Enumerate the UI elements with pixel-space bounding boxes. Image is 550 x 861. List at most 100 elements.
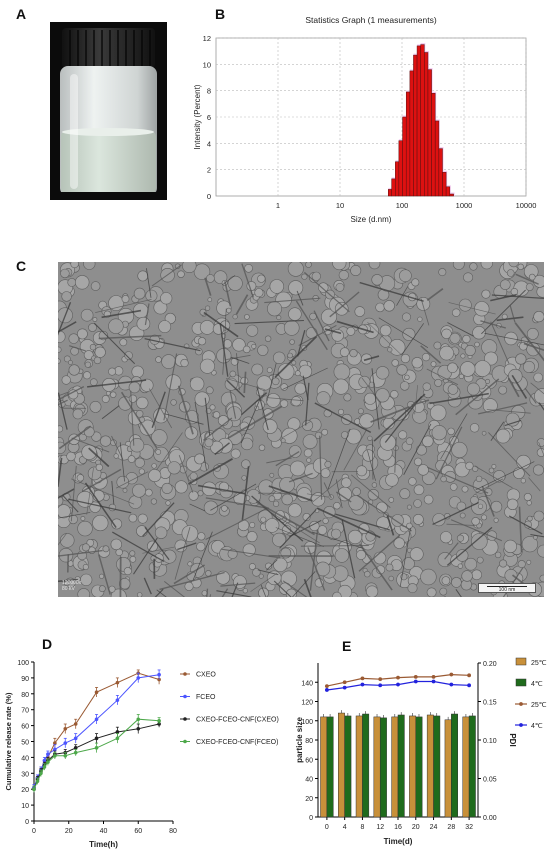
- tem-vesicle: [452, 262, 465, 270]
- tem-fiber: [300, 544, 369, 547]
- tem-vesicle: [452, 308, 461, 317]
- chart-d-point: [46, 760, 50, 764]
- tem-vesicle: [254, 288, 264, 298]
- tem-vesicle: [388, 575, 394, 582]
- chart-b-bar: [445, 186, 451, 197]
- chart-e-bar: [433, 715, 441, 818]
- tem-fiber: [282, 367, 328, 390]
- tem-fiber: [359, 543, 393, 591]
- tem-fiber: [210, 483, 257, 511]
- tem-fiber: [241, 466, 250, 520]
- tem-vesicle: [92, 317, 98, 322]
- tem-vesicle: [127, 455, 136, 463]
- chart-e-ytick-label: 100: [301, 719, 313, 726]
- tem-vesicle: [476, 556, 484, 564]
- tem-fiber: [202, 417, 233, 441]
- tem-vesicle: [264, 518, 280, 533]
- chart-d-point: [42, 765, 47, 769]
- tem-vesicle: [161, 482, 173, 494]
- tem-fiber: [226, 379, 246, 398]
- tem-vesicle: [387, 347, 393, 353]
- tem-vesicle: [417, 316, 423, 322]
- tem-vesicle: [401, 312, 411, 322]
- tem-fiber: [262, 507, 320, 544]
- tem-vesicle: [84, 361, 92, 368]
- tem-vesicle: [305, 262, 312, 268]
- tem-vesicle: [137, 513, 148, 524]
- tem-vesicle: [129, 438, 145, 453]
- tem-vesicle: [257, 344, 269, 356]
- tem-vesicle: [58, 425, 64, 433]
- tem-vesicle: [400, 353, 411, 364]
- chart-d-point: [35, 779, 40, 784]
- tem-vesicle: [458, 373, 465, 379]
- chart-e-legend-label: 25℃: [531, 660, 547, 667]
- panel-label-c: C: [16, 258, 27, 274]
- tem-scale-label: 100 nm: [498, 587, 516, 593]
- chart-d-ytick-label: 10: [21, 803, 29, 810]
- tem-vesicle: [385, 473, 399, 487]
- tem-vesicle: [464, 345, 476, 357]
- tem-fiber: [530, 382, 544, 395]
- tem-vesicle: [199, 320, 215, 335]
- tem-info-text: 120000x 80 kV: [62, 580, 81, 592]
- tem-fiber: [221, 548, 281, 559]
- tem-vesicle: [98, 585, 106, 593]
- tem-vesicle: [522, 360, 535, 373]
- tem-fiber: [401, 323, 425, 356]
- tem-vesicle: [203, 500, 218, 515]
- tem-fiber: [58, 457, 63, 487]
- tem-vesicle: [461, 570, 473, 582]
- chart-e-xtick-label: 4: [343, 824, 347, 831]
- tem-vesicle: [131, 365, 144, 379]
- tem-vesicle: [408, 477, 417, 486]
- chart-e-pdi-point: [324, 688, 329, 692]
- tem-fiber: [420, 298, 430, 326]
- chart-d-xtick-label: 80: [169, 828, 177, 835]
- tem-vesicle: [346, 326, 356, 336]
- tem-vesicle: [213, 411, 221, 419]
- tem-fiber: [306, 493, 329, 498]
- tem-fiber: [324, 328, 342, 335]
- tem-vesicle: [470, 533, 488, 550]
- tem-vesicle: [474, 341, 480, 348]
- tem-vesicle: [474, 301, 490, 317]
- chart-e-pdi-point: [360, 682, 365, 687]
- chart-e-bar: [397, 714, 405, 818]
- tem-vesicle: [76, 328, 88, 340]
- tem-vesicle: [439, 531, 452, 544]
- tem-fiber: [273, 580, 292, 597]
- tem-vesicle: [406, 504, 412, 510]
- tem-fibers: [58, 263, 544, 597]
- tem-vesicle: [199, 358, 215, 374]
- tem-vesicle: [251, 343, 257, 349]
- tem-vesicle: [528, 273, 536, 281]
- tem-fiber: [205, 497, 270, 509]
- tem-fiber: [229, 390, 237, 419]
- tem-vesicle: [354, 306, 366, 317]
- tem-vesicle: [506, 498, 519, 511]
- tem-fiber: [336, 320, 374, 334]
- tem-vesicle: [82, 371, 91, 380]
- tem-fiber: [204, 277, 212, 296]
- tem-vesicle: [477, 503, 484, 509]
- tem-fiber: [163, 580, 186, 597]
- tem-fiber: [187, 458, 233, 485]
- tem-fiber: [323, 482, 332, 499]
- tem-fiber: [450, 519, 503, 542]
- tem-fiber: [478, 402, 528, 415]
- tem-fiber: [266, 457, 292, 464]
- chart-e-xtick-label: 28: [447, 824, 455, 831]
- tem-vesicle: [291, 396, 302, 407]
- tem-vesicle: [375, 366, 390, 380]
- chart-e-xtick-label: 16: [394, 824, 402, 831]
- tem-vesicle: [491, 463, 497, 469]
- tem-fiber: [303, 271, 350, 313]
- tem-vesicle: [371, 482, 378, 488]
- tem-fiber: [224, 281, 232, 307]
- tem-fiber: [480, 320, 506, 329]
- tem-vesicle: [303, 448, 313, 458]
- tem-vesicle: [474, 360, 491, 377]
- tem-vesicle: [340, 431, 349, 439]
- tem-vesicle: [264, 335, 272, 342]
